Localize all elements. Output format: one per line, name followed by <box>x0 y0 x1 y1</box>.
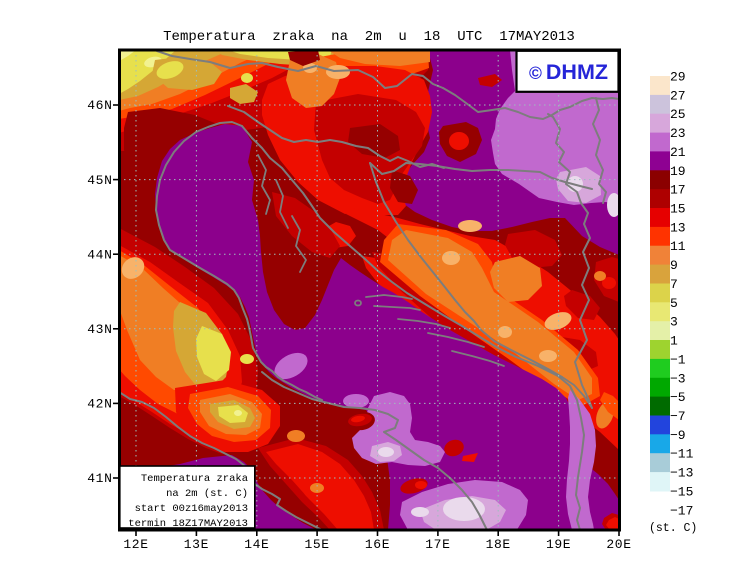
svg-text:3: 3 <box>670 315 678 330</box>
svg-text:45N: 45N <box>87 173 112 188</box>
svg-text:−5: −5 <box>670 390 686 405</box>
svg-text:29: 29 <box>670 70 686 85</box>
svg-text:17E: 17E <box>425 537 450 552</box>
svg-text:Temperatura zraka: Temperatura zraka <box>141 473 248 485</box>
svg-text:−15: −15 <box>670 484 693 499</box>
svg-text:16E: 16E <box>365 537 390 552</box>
svg-text:(st. C): (st. C) <box>649 522 697 535</box>
svg-text:5: 5 <box>670 296 678 311</box>
svg-text:1: 1 <box>670 334 678 349</box>
svg-text:Temperatura zraka na 2m u: Temperatura zraka na 2m u 18 UTC 17MAY20… <box>163 29 575 45</box>
svg-text:−17: −17 <box>670 503 693 518</box>
svg-text:19: 19 <box>670 164 686 179</box>
svg-text:11: 11 <box>670 239 686 254</box>
svg-text:20E: 20E <box>606 537 631 552</box>
svg-text:−1: −1 <box>670 352 686 367</box>
svg-text:15: 15 <box>670 202 686 217</box>
svg-text:−13: −13 <box>670 466 693 481</box>
svg-text:−7: −7 <box>670 409 686 424</box>
svg-text:13E: 13E <box>184 537 209 552</box>
svg-text:43N: 43N <box>87 322 112 337</box>
svg-text:27: 27 <box>670 88 686 103</box>
svg-text:na 2m (st. C): na 2m (st. C) <box>166 488 248 500</box>
svg-text:start 00z16may2013: start 00z16may2013 <box>135 503 248 515</box>
svg-text:14E: 14E <box>244 537 269 552</box>
svg-text:19E: 19E <box>546 537 571 552</box>
svg-text:9: 9 <box>670 258 678 273</box>
svg-text:46N: 46N <box>87 98 112 113</box>
svg-text:13: 13 <box>670 220 686 235</box>
svg-text:12E: 12E <box>123 537 148 552</box>
svg-text:−11: −11 <box>670 447 694 462</box>
svg-text:7: 7 <box>670 277 678 292</box>
svg-text:−3: −3 <box>670 371 686 386</box>
svg-text:18E: 18E <box>486 537 511 552</box>
svg-text:−9: −9 <box>670 428 686 443</box>
svg-text:23: 23 <box>670 126 686 141</box>
svg-text:25: 25 <box>670 107 686 122</box>
svg-text:15E: 15E <box>304 537 329 552</box>
svg-text:©DHMZ: © DHMZ <box>529 60 608 84</box>
svg-text:termin 18Z17MAY2013: termin 18Z17MAY2013 <box>128 518 248 530</box>
svg-text:44N: 44N <box>87 247 112 262</box>
svg-text:17: 17 <box>670 183 686 198</box>
svg-text:41N: 41N <box>87 471 112 486</box>
svg-text:21: 21 <box>670 145 686 160</box>
svg-text:42N: 42N <box>87 397 112 412</box>
